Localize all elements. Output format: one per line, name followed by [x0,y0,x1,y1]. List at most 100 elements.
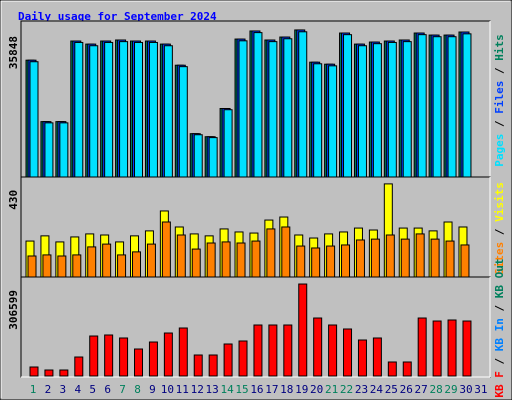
bar [117,254,127,278]
legend-entry: Hits [493,34,506,61]
bar [42,254,52,278]
bar [102,243,112,278]
bar [134,348,144,377]
bar [387,361,397,377]
x-tick-label: 27 [415,383,428,396]
bar [44,122,54,178]
bar [328,65,338,178]
y-tick-label: 306599 [7,290,20,330]
bar [447,319,457,377]
bar [251,240,261,278]
x-tick-label: 1 [30,383,37,396]
bar [134,41,144,178]
bar [72,254,82,278]
legend-entry: Visits [493,182,506,222]
bar [343,34,353,178]
x-tick-label: 18 [280,383,293,396]
bar [402,41,412,178]
x-tick-label: 14 [220,383,234,396]
bar [445,240,455,278]
x-tick-label: 23 [355,383,368,396]
bar [283,38,293,178]
bar [296,245,306,278]
bar [253,32,263,178]
bar [460,244,470,278]
bar [313,63,323,178]
x-tick-label: 24 [370,383,384,396]
bar [268,324,278,377]
bar [432,320,442,377]
x-tick-label: 8 [134,383,141,396]
x-tick-label: 6 [104,383,111,396]
bar [87,246,97,278]
bar [206,242,216,278]
bar [119,337,129,377]
bar [400,238,410,278]
x-tick-label: 28 [429,383,442,396]
bar [326,245,336,278]
bar [193,354,203,377]
x-tick-label: 29 [444,383,457,396]
x-tick-label: 12 [191,383,204,396]
bar [132,251,142,278]
bar [313,317,323,377]
bar [29,61,39,178]
bar [357,339,367,377]
x-tick-label: 11 [176,383,189,396]
bar [372,43,382,178]
x-tick-label: 5 [89,383,96,396]
chart-title: Daily usage for September 2024 [18,10,217,23]
bar [223,109,233,178]
bar [430,238,440,278]
bar [178,327,188,377]
bar [253,324,263,377]
bar [238,340,248,377]
bar [387,41,397,178]
bar [148,341,158,377]
bar [161,221,171,278]
bar [417,34,427,178]
bar [402,361,412,377]
bar [385,234,395,278]
bar [221,241,231,278]
bar [462,320,472,377]
legend-entry: Sites [493,242,506,275]
legend-entry: Pages [493,134,506,167]
bar [193,134,203,178]
bar [268,41,278,178]
bar [208,137,218,178]
bar [57,255,67,278]
x-tick-label: 17 [265,383,278,396]
x-tick-label: 9 [149,383,156,396]
bar [370,238,380,278]
x-tick-label: 25 [385,383,398,396]
bar [417,317,427,377]
bar [283,324,293,377]
legend-entry: Files [493,81,506,114]
x-tick-label: 13 [206,383,219,396]
bar [462,33,472,178]
x-tick-label: 31 [474,383,487,396]
x-tick-label: 16 [250,383,263,396]
x-tick-label: 4 [74,383,81,396]
bar [223,343,233,377]
bar [355,239,365,278]
legend-separator: / [493,61,506,81]
legend-entry: KB F [493,371,506,398]
bar [341,244,351,278]
x-tick-label: 2 [45,383,52,396]
x-tick-label: 7 [119,383,126,396]
legend-entry: KB Out [493,258,506,298]
x-tick-label: 30 [459,383,472,396]
legend: Pages / Files / Hits [493,34,506,167]
bar [298,283,308,377]
legend-separator: / [493,222,506,242]
x-tick-label: 10 [161,383,174,396]
x-tick-label: 22 [340,383,353,396]
x-tick-label: 21 [325,383,338,396]
bar [266,228,276,278]
bar [104,334,114,377]
bar [29,366,39,377]
legend-separator: / [493,114,506,134]
